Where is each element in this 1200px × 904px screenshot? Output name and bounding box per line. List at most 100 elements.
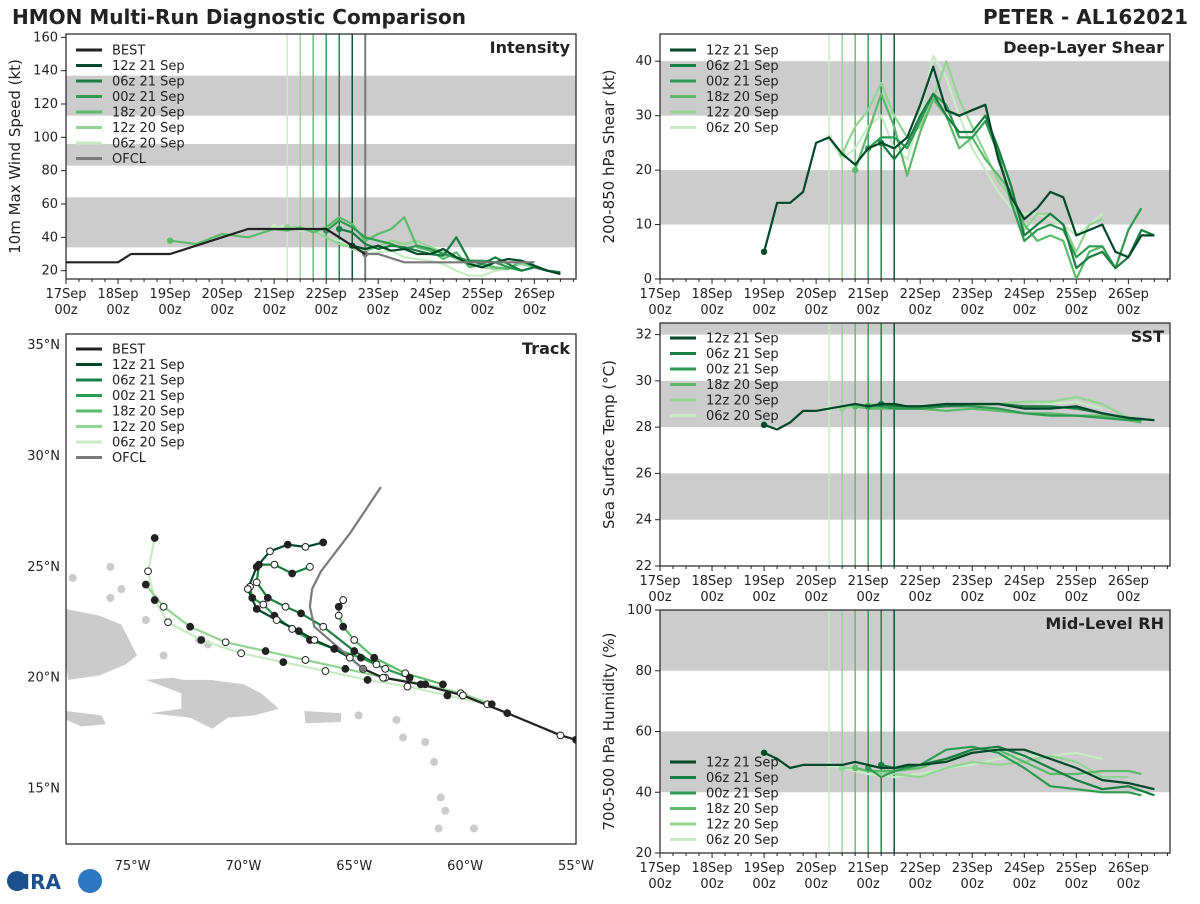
track-best-point [503,709,512,718]
track-series-point [301,542,310,551]
rh-xtick-day: 22Sep [900,861,941,876]
shear-series-start-point [851,166,859,174]
intensity-legend-label: 06z 20 Sep [112,137,185,152]
island-landmass [68,573,77,582]
track-best-point [556,731,565,740]
cuba-landmass [66,609,137,680]
track-series-point [297,609,305,618]
shear-legend-label: 06z 20 Sep [706,121,779,136]
rh-xtick-hour: 00z [1013,877,1037,892]
sst-axes-frame [659,322,1171,567]
track-series-point [321,667,330,675]
rh-band [660,610,1170,671]
track-xtick-label: 65°W [336,859,372,874]
sst-series-start-point [760,421,768,429]
track-series-point [339,596,348,604]
sst-series-line [763,402,1155,431]
track-series-point [144,567,152,576]
intensity-title: Intensity [490,38,571,57]
rh-ytick-label: 60 [635,725,652,740]
island-landmass [430,757,439,766]
shear-xtick-day: 21Sep [848,287,889,302]
shear-legend-label: 06z 21 Sep [706,59,779,74]
shear-xtick-day: 24Sep [1004,287,1045,302]
track-series-point [279,658,288,667]
track-series-point [150,596,159,604]
sst-legend-label: 12z 21 Sep [706,332,779,347]
track-series-line [146,537,488,706]
intensity-ytick-label: 160 [33,30,58,45]
track-series-point [159,602,168,611]
sst-xtick-hour: 00z [1013,590,1037,605]
track-best-point [416,680,425,689]
track-ytick-label: 25°N [27,560,60,575]
sst-xtick-day: 26Sep [1108,574,1149,589]
sst-xtick-hour: 00z [1117,590,1141,605]
rh-panel: 2040608010017Sep00z18Sep00z19Sep00z20Sep… [600,603,1171,892]
rh-xtick-hour: 00z [804,877,828,892]
track-ytick-label: 30°N [27,449,60,464]
shear-xtick-day: 26Sep [1108,287,1149,302]
track-legend-label: BEST [112,343,145,358]
sst-xtick-hour: 00z [804,590,828,605]
logo-text: CIRA [8,870,62,894]
island-landmass [434,824,443,833]
storm-identifier: PETER - AL162021 [983,5,1188,29]
sst-xtick-day: 22Sep [900,574,941,589]
sst-ytick-label: 32 [635,328,652,343]
intensity-ytick-label: 40 [41,230,58,245]
rh-xtick-day: 24Sep [1004,861,1045,876]
track-legend-label: 12z 21 Sep [112,358,185,373]
track-series-point [443,691,452,700]
intensity-xtick-hour: 00z [262,303,286,318]
intensity-xtick-day: 22Sep [306,287,347,302]
shear-legend-label: 00z 21 Sep [706,75,779,90]
shear-legend-label: 12z 20 Sep [706,106,779,121]
shear-plot-area [760,54,1155,279]
track-series-point [221,638,230,647]
shear-xtick-hour: 00z [648,303,672,318]
track-panel: 75°W 70°W 65°W 60°W 55°W 15°N 20°N 25°N 30°N 35°N… [27,333,594,874]
track-series-point [252,562,261,571]
intensity-band [66,75,576,116]
intensity-xtick-hour: 00z [419,303,443,318]
rh-xtick-day: 23Sep [952,861,993,876]
intensity-xtick-hour: 00z [158,303,182,318]
island-landmass [436,793,445,802]
intensity-xtick-day: 20Sep [202,287,243,302]
shear-panel: 01020304017Sep00z18Sep00z19Sep00z20Sep00… [600,33,1171,318]
track-plot-area [66,486,576,857]
island-landmass [423,849,431,857]
track-series-point [345,653,354,662]
track-series-point [350,636,359,644]
track-series-point [334,611,343,620]
sst-xtick-hour: 00z [648,590,672,605]
island-landmass [441,806,450,815]
rh-xtick-day: 17Sep [639,861,680,876]
island-landmass [354,711,363,720]
sst-xtick-day: 17Sep [639,574,680,589]
shear-xtick-hour: 00z [856,303,880,318]
track-series-point [306,562,314,571]
track-axes-frame [65,333,577,845]
track-series-point [334,602,343,611]
track-best-point [379,673,387,682]
shear-xtick-hour: 00z [1013,303,1037,318]
intensity-xtick-day: 17Sep [45,287,86,302]
rh-ytick-label: 40 [635,785,652,800]
intensity-xtick-day: 21Sep [254,287,295,302]
track-series-point [197,636,206,644]
shear-xtick-day: 20Sep [796,287,837,302]
rh-xtick-hour: 00z [648,877,672,892]
track-series-point [150,534,159,542]
shear-xtick-day: 17Sep [639,287,680,302]
rh-ytick-label: 80 [635,664,652,679]
intensity-xtick-day: 19Sep [150,287,191,302]
intensity-series-line [287,226,535,271]
intensity-xtick-day: 24Sep [410,287,451,302]
track-series-point [294,627,303,636]
track-series-point [164,618,172,627]
island-landmass [117,585,126,593]
sst-legend-label: 18z 20 Sep [706,378,779,393]
intensity-band [66,197,576,248]
